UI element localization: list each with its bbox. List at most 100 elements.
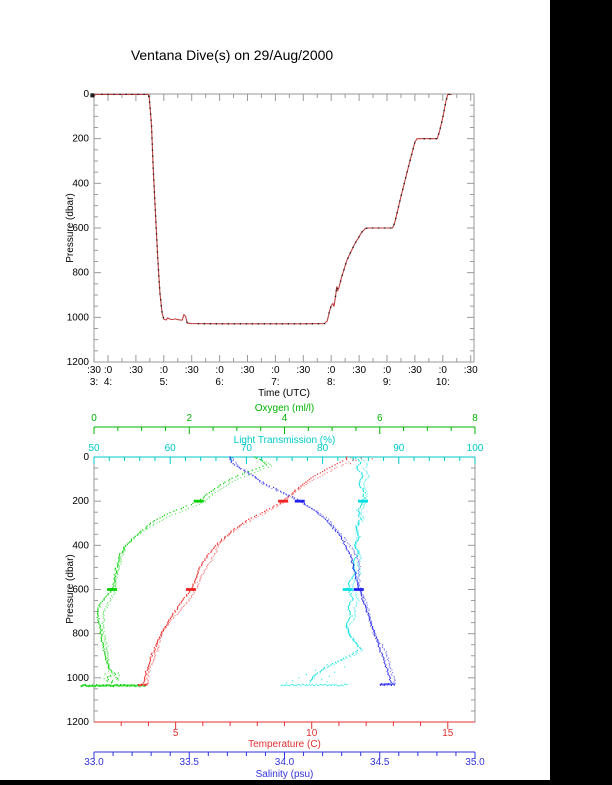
light-stop-marker: [342, 588, 353, 591]
time-minute-tick-label: :30: [185, 365, 199, 376]
x-axis-title: Time (UTC): [258, 388, 310, 399]
y-tick-label: 200: [72, 134, 89, 145]
window-right-bar: [550, 0, 612, 785]
y-tick-label: 0: [83, 89, 89, 100]
oxygen-axis: 0 2 4 6 8 Oxygen (ml/l): [91, 403, 478, 434]
time-hour-tick-label: 6:: [215, 377, 223, 388]
time-hour-tick-label: 4:: [104, 377, 112, 388]
light-profile: [280, 456, 370, 687]
temperature-axis: 5 10 15 Temperature (C): [94, 721, 475, 750]
salinity-axis: 33.0 33.5 34.0 34.5 35.0 Salinity (psu): [84, 751, 485, 780]
time-minute-tick-label: :30: [408, 365, 422, 376]
light-tick-label: 90: [393, 443, 405, 454]
y-tick-label: 600: [72, 223, 89, 234]
top-plot-x-ticks: [93, 94, 472, 362]
y-tick-label: 1200: [67, 357, 90, 368]
oxygen-stop-marker: [193, 499, 204, 503]
time-hour-tick-label: 5:: [160, 377, 168, 388]
oxygen-tick-label: 6: [377, 413, 383, 424]
y-tick-label: 800: [72, 268, 89, 279]
salinity-tick-label: 35.0: [465, 757, 485, 768]
y-tick-label: 600: [72, 585, 89, 596]
light-tick-label: 60: [165, 443, 177, 454]
time-hour-tick-label: 9:: [383, 377, 391, 388]
y-tick-label: 400: [72, 178, 89, 189]
oxygen-tick-label: 2: [186, 413, 192, 424]
y-axis-title-bottom: Pressure (dbar): [65, 554, 76, 623]
light-scatter-cloud: [286, 659, 346, 684]
temperature-profile: [138, 456, 373, 687]
temperature-tick-label: 10: [306, 728, 318, 739]
time-minute-tick-label: :30: [296, 365, 310, 376]
temperature-tick-label: 15: [442, 728, 454, 739]
time-minute-tick-label: :0: [327, 365, 336, 376]
y-tick-label: 0: [83, 452, 89, 463]
time-hour-tick-label: 7:: [271, 377, 279, 388]
light-tick-label: 100: [467, 443, 484, 454]
time-hour-tick-label: 8:: [327, 377, 335, 388]
salinity-profile: [229, 456, 396, 686]
temperature-stop-marker: [278, 499, 289, 503]
time-minute-tick-label: :30: [241, 365, 255, 376]
y-tick-label: 1000: [67, 673, 90, 684]
time-minute-tick-label: :30: [129, 365, 143, 376]
light-tick-label: 70: [241, 443, 253, 454]
time-minute-tick-label: :0: [215, 365, 224, 376]
light-tick-label: 80: [317, 443, 329, 454]
time-hour-tick-label: 10:: [436, 377, 450, 388]
bottom-plot-ctd-profiles: 0 200 400 600 800 1000 1200 Pressure (dbar) 0 2 4 6…: [65, 403, 485, 780]
salinity-axis-title: Salinity (psu): [256, 769, 314, 780]
oxygen-profile: [80, 456, 273, 688]
oxygen-tick-label: 8: [472, 413, 478, 424]
temperature-stop-marker: [185, 588, 196, 591]
y-tick-label: 200: [72, 496, 89, 507]
top-plot-depth-vs-time: 020040060080010001200:303::04::30:05::30…: [65, 47, 478, 399]
oxygen-scatter-cloud: [103, 672, 120, 682]
temperature-bottom-spread: [138, 683, 148, 687]
time-minute-tick-label: :30: [352, 365, 366, 376]
salinity-tick-label: 33.5: [180, 757, 200, 768]
oxygen-downcast-dots: [96, 456, 267, 683]
temperature-tick-label: 5: [173, 728, 179, 739]
salinity-bottom-spread: [379, 682, 395, 686]
time-hour-tick-label: 3:: [90, 377, 98, 388]
oxygen-axis-title: Oxygen (ml/l): [255, 403, 314, 414]
oxygen-tick-label: 4: [282, 413, 288, 424]
salinity-tick-label: 34.5: [370, 757, 390, 768]
window-bottom-bar: [0, 780, 612, 785]
time-minute-tick-label: :0: [160, 365, 169, 376]
y-tick-label: 1000: [67, 312, 90, 323]
time-minute-tick-label: :0: [271, 365, 280, 376]
y-axis-title-top: Pressure (dbar): [65, 193, 76, 262]
temperature-scatter-cloud: [349, 457, 373, 465]
oxygen-bottom-spread: [80, 683, 147, 688]
light-axis-title: Light Transmission (%): [234, 435, 336, 446]
oxygen-upcast-dots: [101, 457, 273, 684]
y-tick-label: 800: [72, 629, 89, 640]
y-tick-label: 400: [72, 540, 89, 551]
light-bottom-spread: [280, 683, 348, 687]
time-minute-tick-label: :30: [87, 365, 101, 376]
salinity-stop-marker: [294, 499, 305, 503]
temperature-axis-title: Temperature (C): [248, 739, 321, 750]
time-minute-tick-label: :0: [439, 365, 448, 376]
time-minute-tick-label: :30: [464, 365, 478, 376]
salinity-tick-label: 33.0: [84, 757, 104, 768]
page-title: Ventana Dive(s) on 29/Aug/2000: [131, 47, 334, 63]
salinity-tick-label: 34.0: [275, 757, 295, 768]
dive-start-marker: [90, 93, 95, 98]
temperature-upcast-dots: [146, 457, 355, 684]
salinity-stop-marker: [353, 588, 364, 591]
light-tick-label: 50: [88, 443, 100, 454]
time-minute-tick-label: :0: [383, 365, 392, 376]
light-axis: 50 60 70 80 90 100 Light Transmission (%): [88, 435, 484, 464]
salinity-downcast-dots: [229, 456, 392, 683]
y-tick-label: 1200: [67, 717, 90, 728]
light-stop-marker: [357, 499, 368, 503]
time-minute-tick-label: :0: [104, 365, 113, 376]
oxygen-stop-marker: [107, 588, 118, 591]
oxygen-tick-label: 0: [91, 413, 97, 424]
